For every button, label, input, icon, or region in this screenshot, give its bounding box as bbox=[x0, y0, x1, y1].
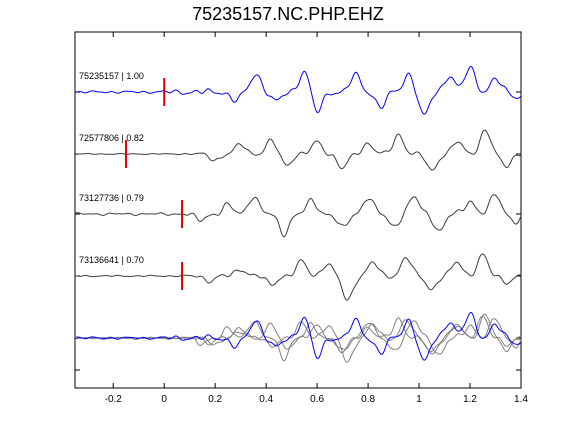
trace-label: 75235157 | 1.00 bbox=[79, 71, 144, 81]
waveform-trace bbox=[74, 129, 522, 171]
stack-trace bbox=[74, 318, 522, 362]
x-tick-label: -0.2 bbox=[105, 394, 123, 405]
x-tick-label: 0.8 bbox=[361, 394, 375, 405]
stack-trace bbox=[74, 313, 522, 355]
x-tick-label: 0.2 bbox=[208, 394, 222, 405]
x-tick-label: 0 bbox=[161, 394, 167, 405]
x-tick-label: 0.6 bbox=[310, 394, 324, 405]
x-tick-label: 1.4 bbox=[514, 394, 528, 405]
trace-label: 72577806 | 0.82 bbox=[79, 133, 144, 143]
trace-label: 73127736 | 0.79 bbox=[79, 193, 144, 203]
waveform-trace bbox=[74, 194, 522, 238]
x-tick-label: 1 bbox=[416, 394, 422, 405]
stack-reference-trace bbox=[74, 311, 522, 361]
waveform-trace bbox=[74, 65, 522, 115]
trace-label: 73136641 | 0.70 bbox=[79, 255, 144, 265]
waveform-trace bbox=[74, 253, 522, 301]
axes-box bbox=[74, 31, 522, 389]
x-tick-label: 0.4 bbox=[259, 394, 273, 405]
x-tick-label: 1.2 bbox=[463, 394, 477, 405]
stack-trace bbox=[74, 315, 522, 363]
chart-title: 75235157.NC.PHP.EHZ bbox=[192, 4, 384, 24]
